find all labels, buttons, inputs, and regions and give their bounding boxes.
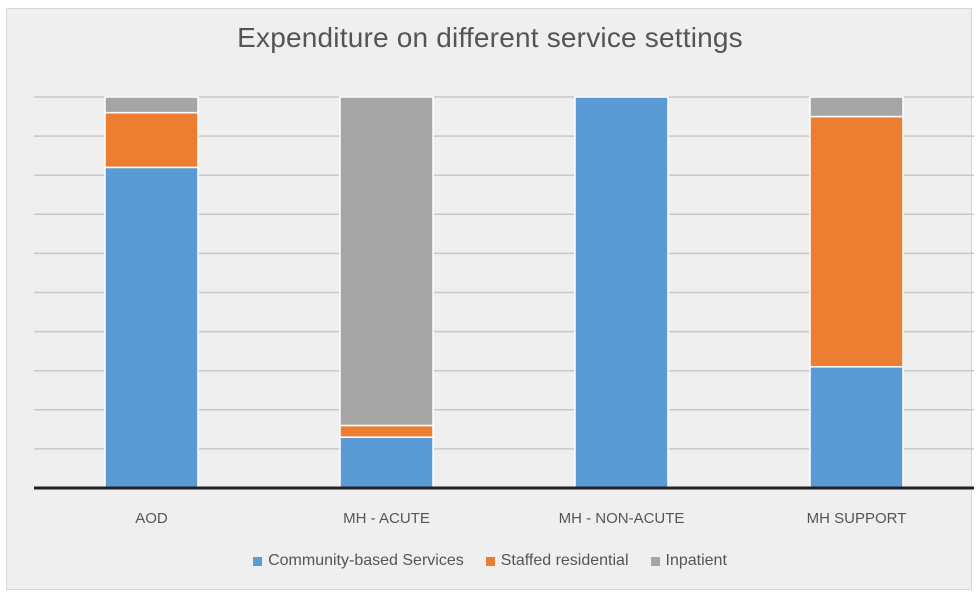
x-tick-labels: AOD MH - ACUTE MH - NON-ACUTE MH SUPPORT — [135, 510, 906, 527]
legend-item-community: Community-based Services — [253, 552, 464, 570]
bar-segment-inpatient-mh-acute — [339, 96, 434, 427]
bars — [104, 96, 904, 489]
legend-label-community: Community-based Services — [268, 552, 464, 569]
legend-label-staffed: Staffed residential — [500, 552, 629, 569]
legend-item-inpatient: Inpatient — [650, 552, 727, 570]
bar-segment-community-based-services-mh-non-acute — [574, 96, 669, 489]
chart-title: Expenditure on different service setting… — [237, 22, 743, 53]
x-tick-label: MH - NON-ACUTE — [559, 510, 685, 527]
legend-label-inpatient: Inpatient — [665, 552, 727, 569]
x-tick-label: AOD — [135, 510, 168, 527]
bar-segment-community-based-services-aod — [104, 166, 199, 489]
legend-swatch-inpatient — [650, 556, 660, 566]
bar-segment-community-based-services-mh-acute — [339, 436, 434, 489]
x-tick-label: MH SUPPORT — [807, 510, 907, 527]
x-tick-label: MH - ACUTE — [343, 510, 430, 527]
legend-item-staffed: Staffed residential — [485, 552, 629, 570]
bar-segment-staffed-residential-aod — [104, 111, 199, 169]
bar-segment-staffed-residential-mh-support — [809, 115, 904, 368]
bar-segment-inpatient-mh-support — [809, 96, 904, 118]
legend: Community-based Services Staffed residen… — [0, 552, 980, 570]
bar-segment-staffed-residential-mh-acute — [339, 424, 434, 438]
legend-swatch-staffed — [485, 556, 495, 566]
bar-segment-inpatient-aod — [104, 96, 199, 114]
bar-segment-community-based-services-mh-support — [809, 366, 904, 489]
legend-swatch-community — [253, 556, 263, 566]
